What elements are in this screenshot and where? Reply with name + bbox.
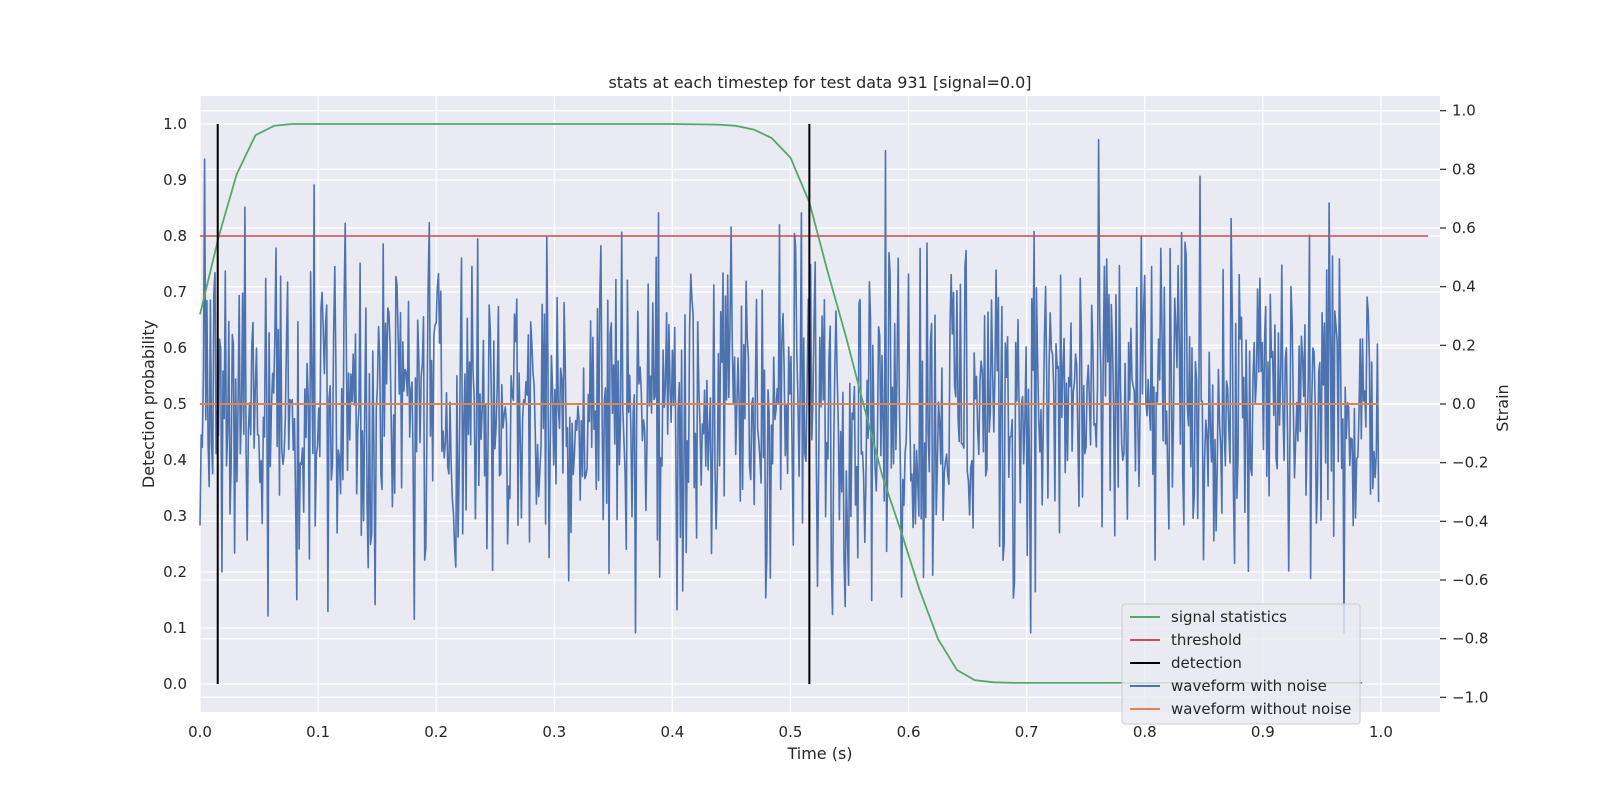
x-tick-label: 0.3 [542,723,566,741]
y-tick-label-right: −0.4 [1452,512,1488,530]
y-tick-label-left: 0.7 [163,283,187,301]
x-tick-label: 0.5 [779,723,803,741]
x-tick-label: 0.6 [897,723,921,741]
x-tick-label: 0.1 [306,723,330,741]
legend-label-threshold: threshold [1171,631,1242,649]
y-axis-label-left: Detection probability [139,320,158,488]
y-tick-label-right: 1.0 [1452,102,1476,120]
y-tick-label-right: −0.2 [1452,454,1488,472]
y-tick-label-right: 0.6 [1452,219,1476,237]
y-tick-label-left: 0.3 [163,507,187,525]
y-tick-label-left: 1.0 [163,115,187,133]
y-tick-label-left: 0.6 [163,339,187,357]
series-waveform-with-noise [199,138,1380,634]
y-tick-label-right: 0.8 [1452,160,1476,178]
x-tick-label: 0.8 [1133,723,1157,741]
x-tick-label: 0.2 [424,723,448,741]
y-tick-label-left: 0.1 [163,619,187,637]
y-tick-label-right: 0.4 [1452,278,1476,296]
x-tick-label: 0.9 [1251,723,1275,741]
chart-title: stats at each timestep for test data 931… [608,73,1031,92]
y-tick-label-right: −0.8 [1452,630,1488,648]
y-tick-label-right: −0.6 [1452,571,1488,589]
legend-label-waveform-without-noise: waveform without noise [1171,700,1351,718]
y-tick-label-right: −1.0 [1452,688,1488,706]
x-tick-label: 0.0 [188,723,212,741]
legend-label-detection: detection [1171,654,1242,672]
y-tick-label-left: 0.2 [163,563,187,581]
ticks-layer: 0.0 0.1 0.2 0.3 0.4 0.5 0.6 0.7 0.8 0.9 1.0 0.0 0.1 0… [163,102,1488,741]
x-tick-label: 1.0 [1369,723,1393,741]
y-tick-label-left: 0.9 [163,171,187,189]
y-tick-label-left: 0.8 [163,227,187,245]
x-tick-label: 0.4 [660,723,684,741]
legend-label-signal-statistics: signal statistics [1171,608,1287,626]
y-tick-label-left: 0.5 [163,395,187,413]
legend: signal statistics threshold detection wa… [1121,603,1361,725]
y-tick-label-left: 0.4 [163,451,187,469]
legend-label-waveform-with-noise: waveform with noise [1171,677,1327,695]
y-tick-label-right: 0.0 [1452,395,1476,413]
x-tick-label: 0.7 [1015,723,1039,741]
y-axis-label-right: Strain [1493,384,1512,431]
y-tick-label-right: 0.2 [1452,336,1476,354]
legend-box [1121,603,1361,725]
y-tick-label-left: 0.0 [163,675,187,693]
x-axis-label: Time (s) [786,744,852,763]
series-layer [199,123,1429,684]
